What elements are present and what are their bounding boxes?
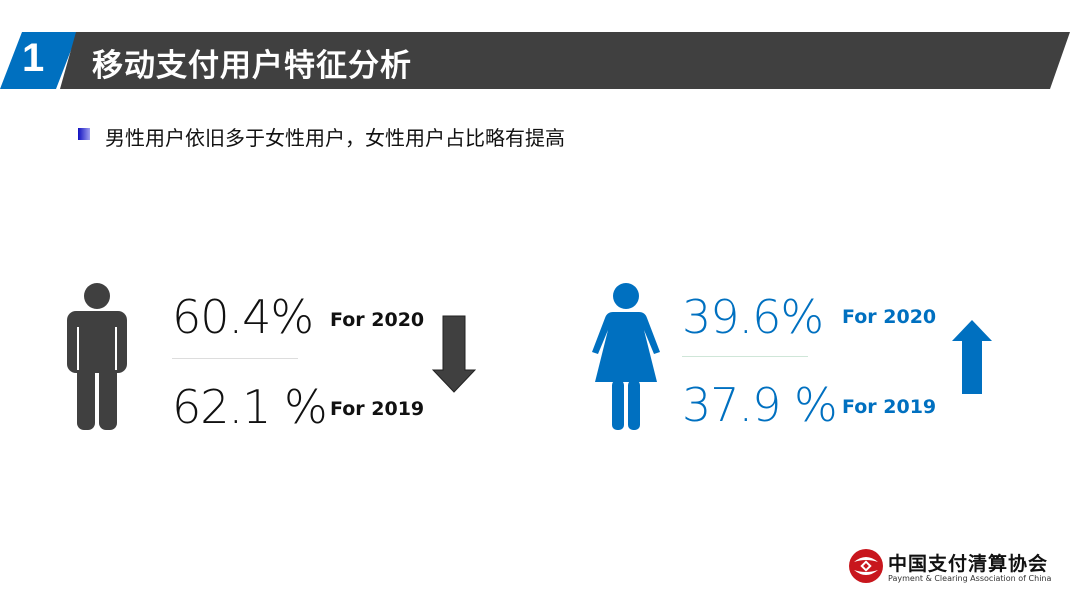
title-bar bbox=[60, 32, 1070, 89]
section-number: 1 bbox=[22, 36, 45, 80]
male-pct-2019: 62.1 % bbox=[172, 380, 328, 434]
female-pct-2019: 37.9 % bbox=[682, 378, 838, 432]
logo-name: 中国支付清算协会 bbox=[888, 553, 1049, 575]
bullet-icon bbox=[78, 128, 90, 140]
female-label-2019: For 2019 bbox=[842, 396, 937, 418]
divider bbox=[682, 356, 808, 357]
male-label-2020: For 2020 bbox=[330, 309, 425, 331]
male-label-2019: For 2019 bbox=[330, 398, 425, 420]
female-icon bbox=[592, 283, 660, 430]
male-icon bbox=[67, 283, 127, 430]
male-pct-2020: 60.4% bbox=[172, 290, 314, 344]
subtitle: 男性用户依旧多于女性用户，女性用户占比略有提高 bbox=[105, 126, 565, 150]
logo-english: Payment & Clearing Association of China bbox=[888, 574, 1052, 583]
page-title: 移动支付用户特征分析 bbox=[92, 48, 412, 84]
logo-icon bbox=[849, 549, 883, 583]
arrow-down-icon bbox=[432, 315, 476, 393]
female-pct-2020: 39.6% bbox=[682, 290, 824, 344]
female-label-2020: For 2020 bbox=[842, 306, 937, 328]
arrow-up-icon bbox=[952, 320, 992, 394]
divider bbox=[172, 358, 298, 359]
